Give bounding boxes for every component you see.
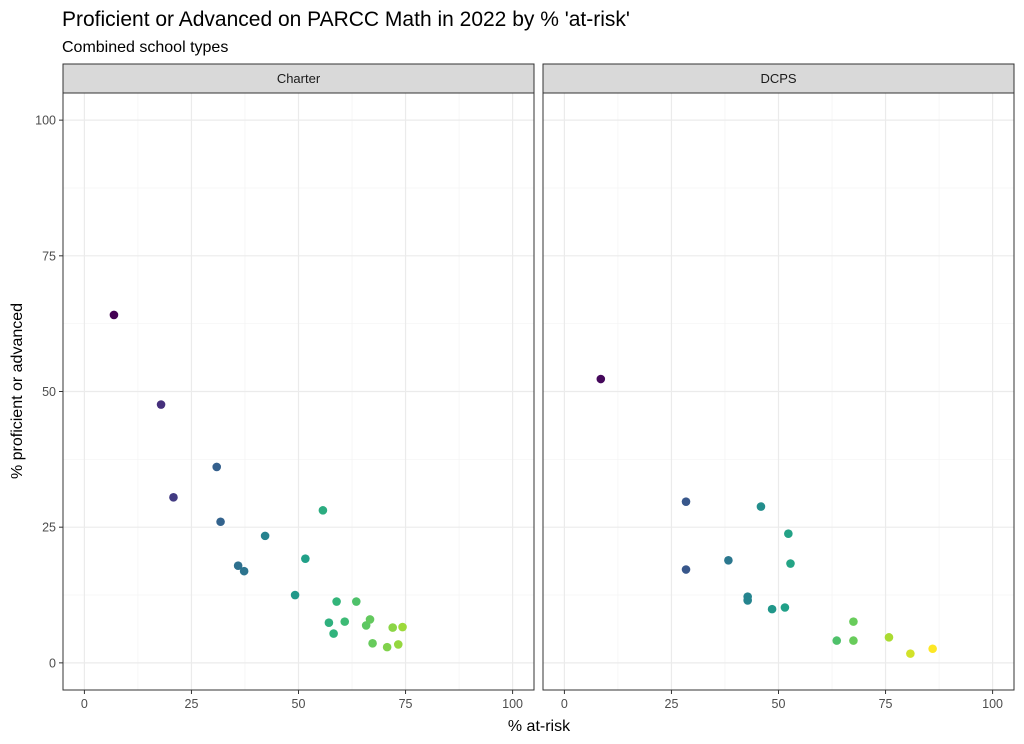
data-point [743, 596, 752, 605]
data-point [784, 529, 793, 538]
data-point [388, 623, 398, 632]
data-point [329, 629, 338, 638]
panel-dcps: DCPS 0 25 50 75 100 [542, 63, 1015, 711]
data-point [365, 615, 375, 624]
x-tick-label: 100 [502, 697, 523, 711]
y-axis: 0 25 50 75 100 [35, 114, 63, 670]
data-point [318, 506, 328, 515]
data-point [906, 649, 915, 658]
x-tick-label: 100 [982, 697, 1003, 711]
y-tick-label: 100 [35, 114, 56, 128]
facet-strip [62, 63, 535, 94]
data-point [832, 636, 842, 645]
y-tick-label: 75 [42, 249, 56, 263]
chart-title: Proficient or Advanced on PARCC Math in … [62, 8, 630, 31]
data-point [352, 597, 361, 606]
panel-charter: Charter 0 25 50 75 100 [62, 63, 535, 711]
data-point [332, 597, 341, 606]
data-point [233, 561, 243, 571]
data-point [681, 497, 691, 506]
x-tick-label: 50 [772, 697, 786, 711]
x-tick-label: 0 [81, 697, 88, 711]
x-tick-label: 25 [665, 697, 679, 711]
data-point [756, 502, 766, 511]
facet-panels: Charter 0 25 50 75 100 DCPS 0 25 50 75 100 [62, 63, 1015, 711]
data-point [398, 622, 407, 632]
data-point [724, 555, 733, 565]
x-tick-label: 75 [879, 697, 893, 711]
y-tick-label: 0 [49, 656, 56, 670]
data-point [212, 462, 222, 472]
data-point [393, 640, 403, 649]
x-tick-label: 75 [399, 697, 413, 711]
data-point [301, 554, 310, 563]
data-point [780, 603, 790, 612]
y-tick-label: 25 [42, 521, 56, 535]
data-point [849, 617, 858, 626]
data-point [849, 636, 858, 645]
data-point [156, 400, 166, 409]
data-point [368, 639, 377, 648]
facet-strip [542, 63, 1015, 94]
data-point [340, 617, 350, 626]
data-point [681, 565, 691, 574]
data-point [290, 590, 300, 600]
y-axis-title: % proficient or advanced [9, 303, 26, 479]
facet-label: DCPS [760, 71, 796, 86]
data-point [382, 642, 392, 652]
data-point [239, 566, 249, 576]
data-point [884, 633, 894, 642]
data-point [169, 493, 178, 502]
data-point [260, 531, 270, 541]
chart-subtitle: Combined school types [62, 39, 228, 56]
x-tick-label: 50 [292, 697, 306, 711]
x-tick-label: 25 [185, 697, 199, 711]
data-point [767, 604, 777, 614]
data-point [324, 618, 334, 628]
y-tick-label: 50 [42, 385, 56, 399]
data-point [786, 559, 795, 568]
facet-label: Charter [277, 71, 321, 86]
data-point [216, 517, 225, 527]
x-axis-title: % at-risk [508, 718, 571, 735]
data-point [596, 374, 606, 384]
x-tick-label: 0 [561, 697, 568, 711]
data-point [928, 644, 937, 654]
data-point [109, 310, 119, 320]
